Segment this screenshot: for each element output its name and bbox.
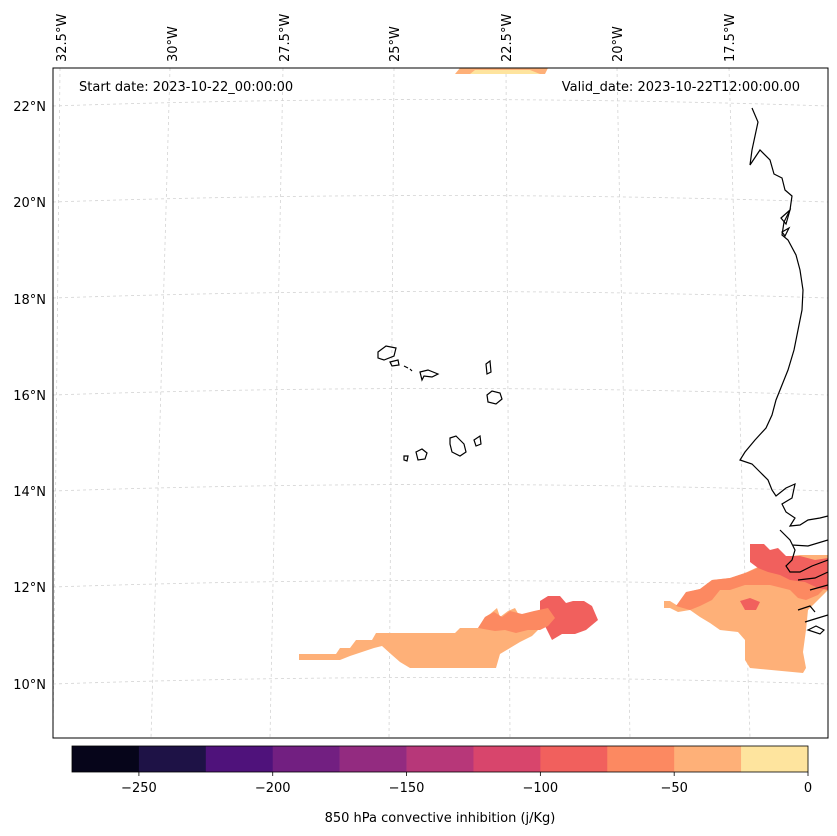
lat-label: 22°N	[13, 100, 46, 115]
cin-contour-central-orange	[478, 608, 555, 633]
map-frame	[52, 67, 829, 739]
colorbar-swatch	[674, 746, 742, 772]
island-brava	[403, 455, 409, 462]
colorbar-swatch	[607, 746, 675, 772]
lon-label: 25°W	[388, 26, 403, 62]
colorbar-swatch	[741, 746, 809, 772]
island-sal	[485, 359, 492, 375]
colorbar-tick-label: −150	[389, 781, 425, 796]
lon-label: 17.5°W	[723, 14, 738, 62]
latitude-labels: 22°N 20°N 18°N 16°N 14°N 12°N 10°N	[13, 100, 46, 693]
cin-contour-east-red-2	[740, 598, 760, 610]
cape-verde-islands	[377, 345, 503, 462]
cin-contours	[299, 68, 828, 673]
colorbar-swatch	[205, 746, 274, 772]
island-sao-vicente	[389, 359, 400, 367]
island-boa-vista	[486, 390, 503, 405]
island-sao-nicolau	[419, 369, 440, 382]
coastlines	[739, 107, 828, 635]
colorbar-swatch	[339, 746, 407, 772]
colorbar-swatch	[72, 746, 140, 772]
lat-label: 10°N	[13, 678, 46, 693]
colorbar-swatch	[473, 746, 541, 772]
lon-label: 20°W	[611, 26, 626, 62]
colorbar-swatch	[138, 746, 207, 772]
lat-label: 18°N	[13, 293, 46, 308]
island-maio	[473, 434, 482, 447]
colorbar-tick-label: −200	[255, 781, 291, 796]
colorbar-label: 850 hPa convective inhibition (j/Kg)	[325, 811, 556, 826]
longitude-labels: 32.5°W 30°W 27.5°W 25°W 22.5°W 20°W 17.5…	[55, 14, 738, 62]
island-santiago	[449, 435, 467, 457]
colorbar: −250 −200 −150 −100 −50 0 850 hPa convective …	[71, 745, 812, 826]
colorbar-tick-label: −50	[660, 781, 687, 796]
cape-verde-coast	[780, 208, 792, 238]
colorbar-tick-label: −250	[121, 781, 157, 796]
colorbar-swatch	[540, 746, 608, 772]
senegal-gambia-coast	[779, 529, 828, 635]
lon-label: 22.5°W	[500, 14, 515, 62]
colorbar-tick-label: −100	[523, 781, 559, 796]
colorbar-tick-label: 0	[804, 781, 812, 796]
lon-label: 32.5°W	[55, 14, 70, 62]
colorbar-frame	[71, 745, 809, 773]
lon-label: 30°W	[166, 26, 181, 62]
island-santa-luzia	[403, 365, 413, 372]
island-fogo	[415, 448, 428, 461]
africa-coastline	[739, 107, 828, 527]
island-santo-antao	[377, 345, 397, 361]
lat-label: 12°N	[13, 581, 46, 596]
colorbar-swatch	[272, 746, 340, 772]
cin-contour-central-red	[540, 596, 598, 640]
lat-label: 20°N	[13, 196, 46, 211]
valid-date-label: Valid_date: 2023-10-22T12:00:00.00	[562, 80, 800, 95]
map-panel: Start date: 2023-10-22_00:00:00 Valid_da…	[53, 68, 828, 738]
colorbar-swatch	[406, 746, 474, 772]
start-date-label: Start date: 2023-10-22_00:00:00	[79, 80, 293, 95]
lat-label: 14°N	[13, 485, 46, 500]
lat-label: 16°N	[13, 389, 46, 404]
lon-label: 27.5°W	[278, 14, 293, 62]
cin-contour-top-light	[470, 70, 540, 74]
